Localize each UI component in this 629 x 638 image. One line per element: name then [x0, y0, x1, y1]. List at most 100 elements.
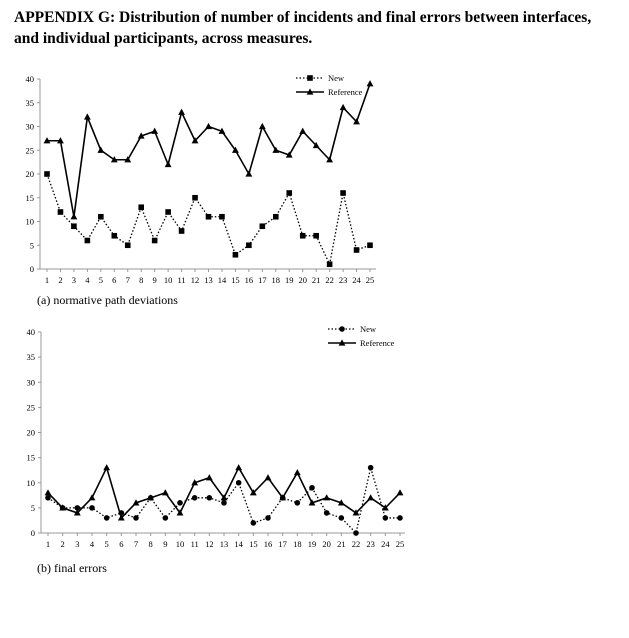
chart1-series-new-point [98, 213, 104, 220]
chart2-series-new-point [367, 464, 374, 471]
chart2-x-tick-label: 20 [322, 539, 331, 549]
chart2-series-new-point [162, 515, 169, 521]
chart-caption-b: (b) final errors [37, 561, 107, 575]
chart1-series-reference-point [353, 118, 360, 125]
chart2-x-tick-label: 19 [308, 539, 317, 549]
chart1-y-tick-label: 0 [30, 264, 34, 274]
chart1-x-tick-label: 6 [112, 275, 116, 285]
chart1-x-tick-label: 8 [139, 275, 143, 285]
chart1-x-tick-label: 9 [153, 275, 157, 285]
chart2-y-tick-label: 0 [31, 528, 35, 538]
chart1-x-tick-label: 3 [72, 275, 76, 285]
chart1-series-reference-point [137, 132, 145, 139]
chart2-x-tick-label: 17 [278, 539, 287, 549]
chart1-series-new-point [353, 247, 360, 253]
chart2-x-tick-label: 4 [90, 539, 95, 549]
chart2-y-tick-label: 35 [27, 352, 36, 362]
chart2-series-reference-point [161, 489, 169, 496]
chart2-y-tick-label: 25 [27, 402, 36, 412]
chart2-x-tick-label: 9 [163, 539, 167, 549]
chart2-x-tick-label: 2 [61, 539, 65, 549]
chart2-y-tick-label: 10 [27, 478, 36, 488]
chart1-series-new-point [367, 242, 373, 249]
chart2-series-new-point [177, 500, 183, 506]
chart1-series-reference-point [70, 213, 78, 220]
chart1-series-reference-point [205, 122, 212, 130]
chart2-series-new-point [353, 530, 359, 536]
chart2-series-new-point [397, 515, 403, 521]
chart2-series-reference-point [176, 509, 184, 516]
chart2-series-reference-point [103, 464, 111, 471]
chart1-series-new-point [124, 242, 131, 249]
chart2-series-new-point [103, 515, 110, 521]
chart2-legend-new-label: New [360, 324, 377, 334]
chart1-x-tick-label: 13 [204, 275, 213, 285]
chart1-series-new-point [178, 228, 185, 234]
chart2-legend-new-marker [339, 326, 345, 332]
chart1-series-new-point [313, 232, 319, 239]
chart1-x-tick-label: 10 [164, 275, 173, 285]
chart2-series-reference-point [88, 494, 96, 501]
chart1-series-reference-point [366, 80, 374, 87]
chart1-series-new-point [299, 232, 306, 239]
chart2-series-new-point [338, 515, 345, 521]
chart2-x-tick-label: 23 [366, 539, 375, 549]
chart2-series-new-point [191, 495, 198, 501]
chart2-y-tick-label: 20 [27, 428, 36, 438]
chart2-series-new-point [323, 510, 330, 516]
chart2-x-tick-label: 16 [264, 539, 273, 549]
chart1-series-reference-point [97, 146, 105, 153]
chart1-legend-reference-label: Reference [328, 87, 363, 97]
chart1-x-tick-label: 5 [99, 275, 103, 285]
chart2-x-tick-label: 3 [75, 539, 79, 549]
chart2-x-tick-label: 22 [352, 539, 361, 549]
chart1-series-reference-point [83, 113, 91, 120]
chart1-series-reference-point [285, 151, 293, 158]
chart1-x-tick-label: 16 [245, 275, 254, 285]
chart2-x-tick-label: 18 [293, 539, 302, 549]
chart2-series-new-point [294, 500, 301, 506]
chart2-y-tick-label: 5 [31, 503, 35, 513]
chart1-series-new-point [151, 237, 158, 244]
chart2-series-reference-point [132, 499, 140, 506]
chart2-series-new-point [265, 515, 271, 521]
chart1-x-tick-label: 25 [366, 275, 375, 285]
chart1-series-reference-point [178, 108, 185, 115]
chart2-series-new-point [221, 500, 227, 506]
chart1-x-tick-label: 20 [298, 275, 307, 285]
chart1-series-new-point [246, 242, 252, 249]
chart1-x-tick-label: 18 [272, 275, 281, 285]
chart2-x-tick-label: 5 [105, 539, 109, 549]
chart-caption-a: (a) normative path deviations [37, 293, 178, 307]
chart1-series-new-point [340, 190, 346, 196]
chart1-series-new-point [259, 223, 266, 230]
chart1-x-tick-label: 7 [126, 275, 130, 285]
chart1-y-tick-label: 40 [26, 74, 35, 84]
chart1-series-reference-line [47, 83, 371, 217]
chart1-y-tick-label: 10 [26, 217, 35, 227]
chart1-series-reference-point [245, 170, 253, 177]
chart1-series-new-point [232, 251, 239, 258]
chart1-series-reference-point [272, 146, 280, 153]
chart2-series-reference-point [117, 514, 125, 521]
chart1-y-tick-label: 5 [30, 240, 34, 250]
chart2-series-reference-point [279, 494, 287, 501]
chart1-series-new-point [84, 237, 91, 244]
chart2-series-reference-point [235, 464, 243, 471]
chart1-series-new-point [192, 194, 198, 201]
chart1-legend-new-label: New [328, 73, 345, 83]
chart2-series-new-point [133, 515, 139, 521]
chart1-x-tick-label: 14 [218, 275, 227, 285]
chart1-x-tick-label: 22 [325, 275, 334, 285]
chart2-x-tick-label: 1 [46, 539, 50, 549]
chart2-series-reference-point [367, 494, 375, 501]
chart1-series-reference-point [339, 103, 347, 111]
chart2-series-reference-point [249, 489, 257, 496]
chart1-series-reference-point [312, 141, 320, 149]
chart1-x-tick-label: 4 [85, 275, 90, 285]
chart2-series-reference-point [352, 509, 360, 516]
chart1-y-tick-label: 35 [26, 98, 35, 108]
chart2-x-tick-label: 11 [191, 539, 199, 549]
chart1-series-new-point [219, 213, 225, 220]
chart2-series-new-point [235, 479, 242, 486]
